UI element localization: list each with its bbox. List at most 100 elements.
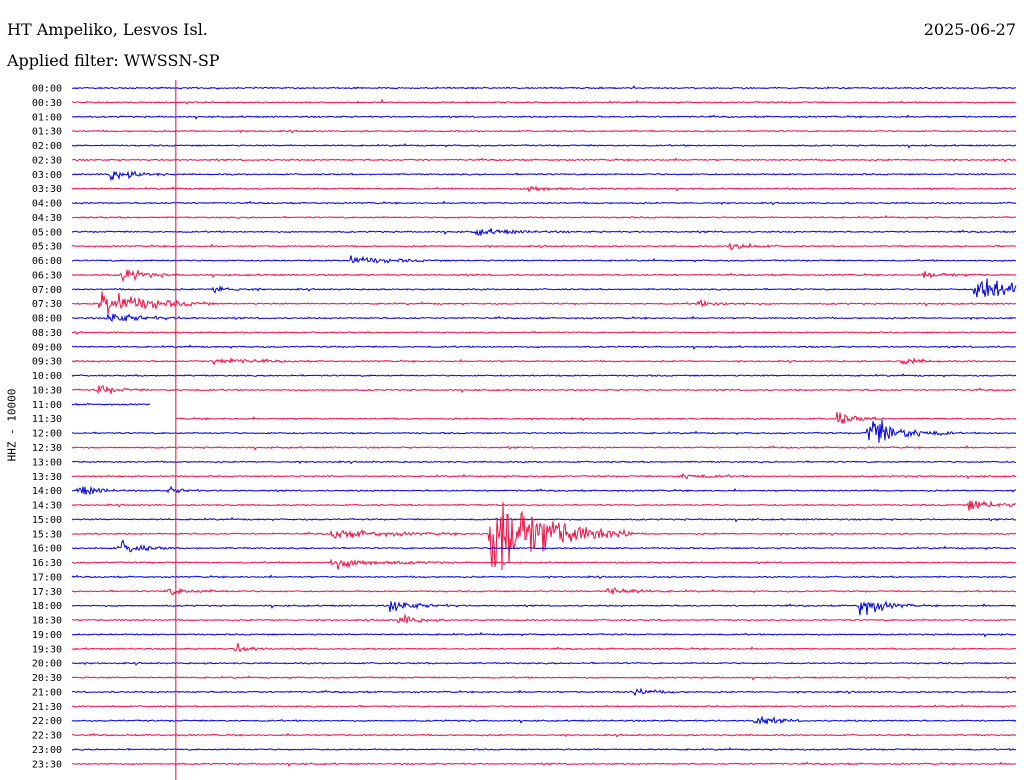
trace-line	[71, 228, 1017, 236]
trace-line	[71, 330, 1017, 335]
trace-line	[71, 761, 1017, 767]
trace-line	[71, 291, 1017, 315]
row-time-label: 17:30	[32, 587, 62, 598]
row-time-label: 01:30	[32, 127, 62, 138]
trace-line	[71, 499, 1017, 511]
trace-line	[72, 114, 1017, 120]
trace-line	[72, 385, 1017, 395]
trace-line	[71, 344, 1017, 350]
trace-line	[71, 516, 1017, 523]
row-time-label: 11:00	[32, 400, 62, 411]
trace-line	[71, 85, 1017, 90]
station-title: HT Ampeliko, Lesvos Isl.	[7, 20, 208, 39]
row-time-label: 19:30	[32, 644, 62, 655]
trace-line	[71, 313, 1017, 323]
trace-line	[71, 268, 1017, 283]
row-time-label: 06:00	[32, 256, 62, 267]
trace-line	[71, 539, 1017, 553]
row-time-label: 12:30	[32, 443, 62, 454]
row-time-label: 05:30	[32, 242, 62, 253]
trace-line	[71, 703, 1017, 709]
row-time-label: 14:00	[32, 486, 62, 497]
trace-line	[71, 587, 1017, 596]
trace-line	[71, 373, 1017, 378]
row-time-label: 13:30	[32, 472, 62, 483]
trace-line	[71, 747, 1017, 752]
row-time-label: 10:30	[32, 385, 62, 396]
trace-line	[71, 558, 1017, 570]
trace-line	[71, 661, 1017, 666]
trace-line	[71, 613, 1017, 624]
row-time-label: 01:00	[32, 112, 62, 123]
row-time-label: 23:30	[32, 759, 62, 770]
trace-line	[71, 98, 1017, 105]
row-time-label: 22:00	[32, 716, 62, 727]
row-time-label: 02:30	[32, 155, 62, 166]
row-time-label: 20:00	[32, 659, 62, 670]
row-time-label: 14:30	[32, 501, 62, 512]
row-time-label: 11:30	[32, 414, 62, 425]
row-time-label: 09:00	[32, 342, 62, 353]
row-time-label: 21:30	[32, 702, 62, 713]
row-time-label: 15:00	[32, 515, 62, 526]
trace-line	[71, 143, 1017, 149]
trace-line	[71, 485, 1017, 496]
row-time-label: 17:00	[32, 572, 62, 583]
row-time-label: 04:00	[32, 199, 62, 210]
trace-line	[71, 402, 151, 406]
trace-line	[71, 255, 1017, 264]
trace-line	[71, 185, 1017, 193]
row-time-label: 00:30	[32, 98, 62, 109]
trace-line	[71, 129, 1017, 134]
row-time-label: 22:30	[32, 731, 62, 742]
trace-line	[71, 473, 1017, 480]
row-time-label: 07:30	[32, 299, 62, 310]
trace-line	[71, 460, 1017, 465]
trace-line	[71, 356, 1017, 366]
row-time-label: 16:30	[32, 558, 62, 569]
row-time-label: 09:30	[32, 357, 62, 368]
trace-line	[71, 200, 1017, 206]
filter-label: Applied filter: WWSSN-SP	[7, 51, 220, 70]
row-time-label: 18:00	[32, 601, 62, 612]
row-time-label: 23:00	[32, 745, 62, 756]
trace-line	[71, 278, 1017, 298]
trace-line	[71, 600, 1017, 616]
row-time-label: 12:00	[32, 429, 62, 440]
row-time-label: 07:00	[32, 285, 62, 296]
trace-line	[71, 214, 1017, 220]
row-time-label: 02:00	[32, 141, 62, 152]
row-time-label: 00:00	[32, 84, 62, 95]
trace-line	[71, 715, 1017, 726]
row-time-label: 13:00	[32, 457, 62, 468]
trace-line	[71, 687, 1017, 697]
row-time-label: 19:00	[32, 630, 62, 641]
trace-line	[71, 420, 1017, 443]
row-time-label: 18:30	[32, 616, 62, 627]
trace-line	[71, 631, 1017, 638]
trace-line	[71, 675, 1017, 681]
row-time-label: 03:00	[32, 170, 62, 181]
row-time-label: 16:00	[32, 544, 62, 555]
trace-line	[71, 732, 1017, 738]
row-time-label: 15:30	[32, 529, 62, 540]
row-time-label: 08:00	[32, 314, 62, 325]
row-time-label: 04:30	[32, 213, 62, 224]
row-time-label: 08:30	[32, 328, 62, 339]
trace-line	[71, 242, 1017, 251]
trace-line	[71, 501, 1017, 571]
record-date: 2025-06-27	[923, 20, 1016, 39]
row-time-label: 03:30	[32, 184, 62, 195]
row-time-label: 20:30	[32, 673, 62, 684]
trace-line	[71, 170, 1016, 182]
row-time-label: 05:00	[32, 227, 62, 238]
trace-line	[71, 642, 1017, 653]
row-time-label: 10:00	[32, 371, 62, 382]
row-time-label: 06:30	[32, 270, 62, 281]
trace-line	[175, 411, 1017, 424]
trace-line	[71, 444, 1017, 451]
row-time-label: 21:00	[32, 687, 62, 698]
trace-line	[71, 574, 1017, 580]
